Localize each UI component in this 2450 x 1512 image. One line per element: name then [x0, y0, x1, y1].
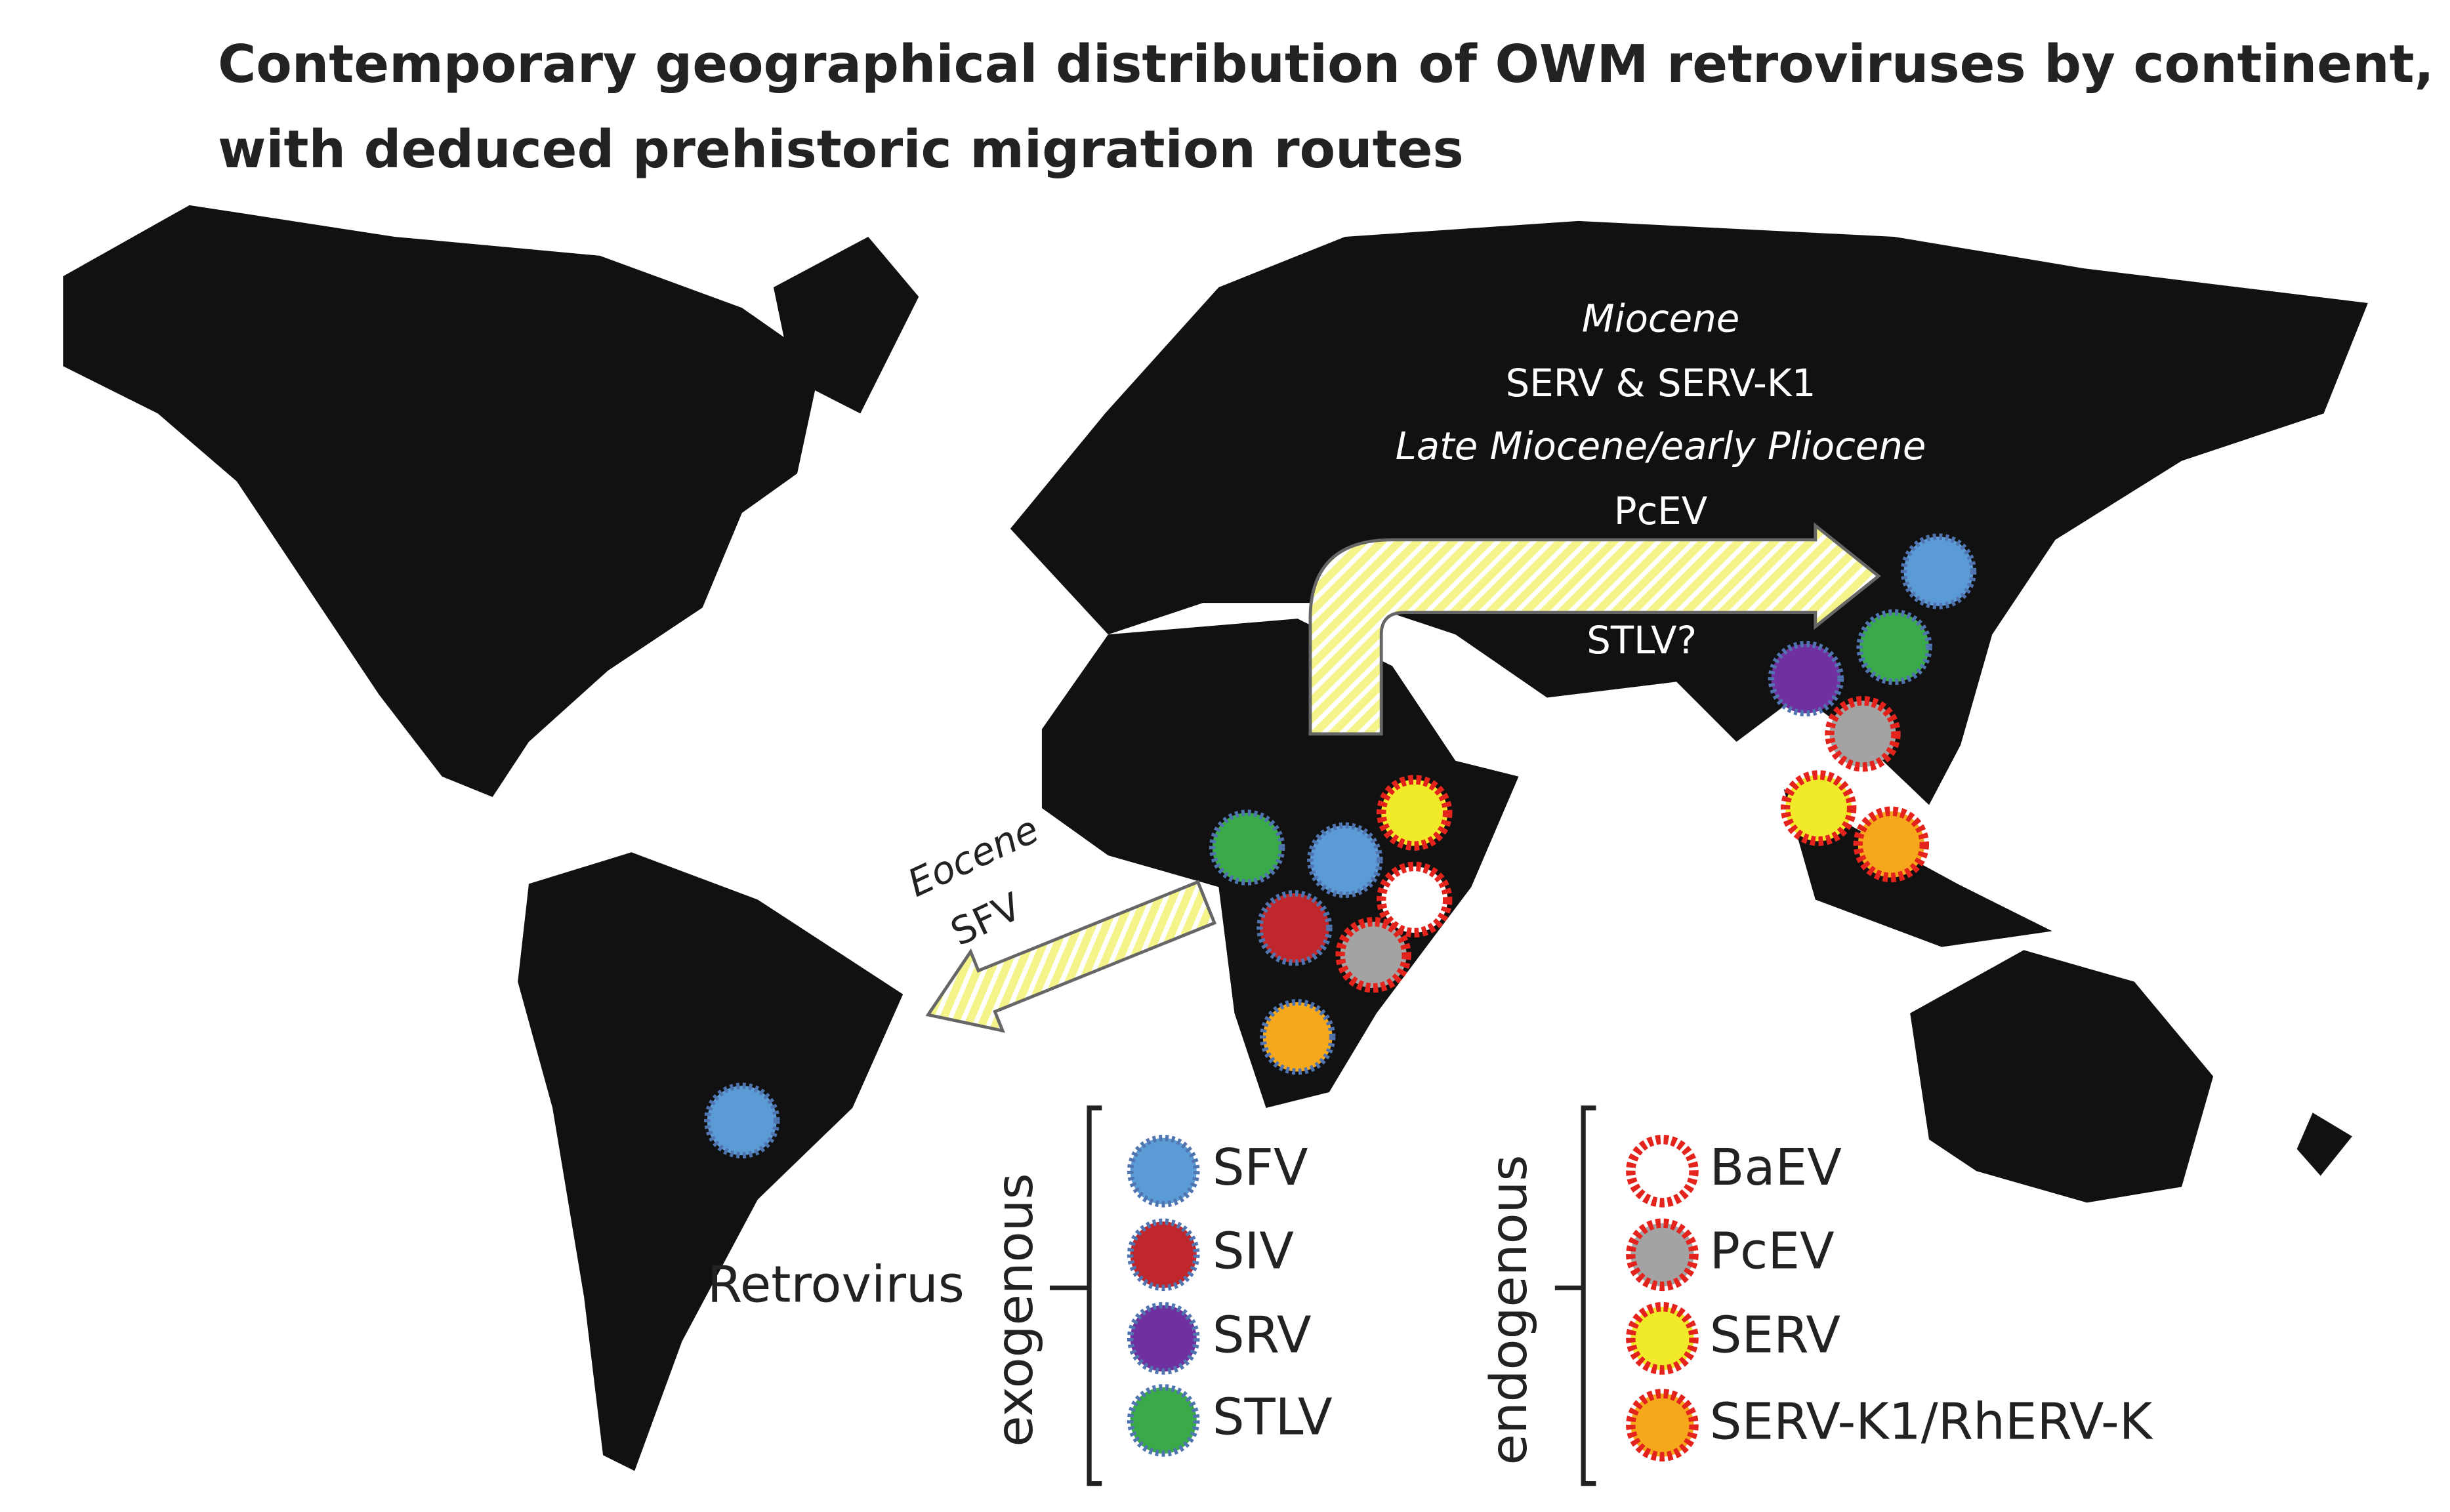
- route-label: Late Miocene/early Pliocene: [1396, 424, 1926, 468]
- legend-item: SIV: [1213, 1223, 1295, 1281]
- legend-group: exogenous: [986, 1173, 1045, 1446]
- legend-item: SFV: [1213, 1139, 1308, 1197]
- route-arrow-america: [925, 880, 1217, 1033]
- legend-item: SERV-K1/RhERV-K: [1710, 1393, 2154, 1452]
- route-label: PcEV: [1614, 489, 1708, 533]
- legend-item: PcEV: [1710, 1223, 1835, 1281]
- route-label: STLV?: [1587, 618, 1697, 663]
- virus-markers: [704, 533, 1977, 1159]
- legend: Retrovirus exogenous SFV SIV SRV STLV en…: [707, 1105, 2154, 1486]
- route-label: SERV & SERV-K1: [1506, 361, 1816, 405]
- legend-item: BaEV: [1710, 1139, 1842, 1197]
- route-label: Eocene: [901, 807, 1045, 906]
- legend-item: SERV: [1710, 1306, 1841, 1364]
- title-line: with deduced prehistoric migration route…: [218, 119, 1464, 180]
- legend-group: endogenous: [1480, 1154, 1539, 1465]
- title-line: Contemporary geographical distribution o…: [218, 33, 2434, 94]
- legend-item: SRV: [1213, 1306, 1312, 1364]
- legend-item: STLV: [1213, 1388, 1333, 1446]
- route-label: Miocene: [1582, 296, 1740, 340]
- route-label: SFV: [944, 884, 1028, 954]
- route-arrow-asia: [1308, 522, 1881, 736]
- legend-title: Retrovirus: [707, 1256, 965, 1314]
